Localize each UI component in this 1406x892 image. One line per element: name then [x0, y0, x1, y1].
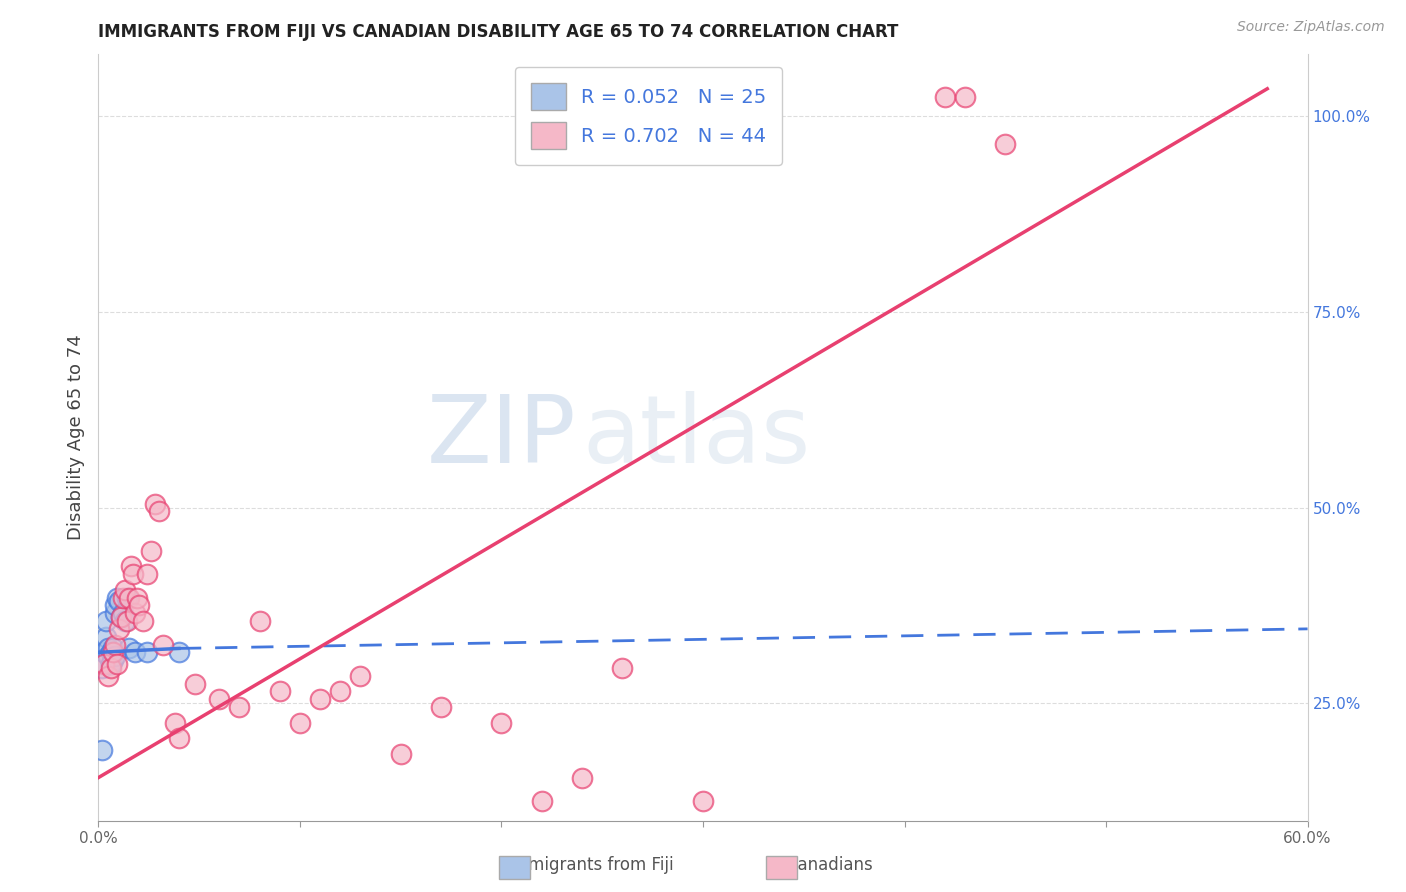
Point	[163, 715, 186, 730]
Point	[128, 599, 150, 613]
Point	[953, 89, 976, 103]
Point	[208, 692, 231, 706]
Point	[118, 591, 141, 605]
Point	[994, 136, 1017, 151]
Point	[97, 641, 120, 656]
Text: IMMIGRANTS FROM FIJI VS CANADIAN DISABILITY AGE 65 TO 74 CORRELATION CHART: IMMIGRANTS FROM FIJI VS CANADIAN DISABIL…	[98, 23, 898, 41]
Point	[124, 645, 146, 659]
Point	[612, 661, 634, 675]
Point	[120, 559, 142, 574]
Point	[100, 657, 122, 671]
Point	[125, 591, 148, 605]
Point	[105, 591, 128, 605]
Point	[135, 567, 157, 582]
Point	[97, 649, 120, 664]
Point	[143, 497, 166, 511]
Point	[152, 638, 174, 652]
Text: ZIP: ZIP	[426, 391, 576, 483]
Point	[121, 567, 143, 582]
Point	[167, 645, 190, 659]
Point	[101, 645, 124, 659]
Point	[103, 649, 125, 664]
Point	[167, 731, 190, 746]
Point	[430, 700, 453, 714]
Point	[135, 645, 157, 659]
Text: atlas: atlas	[582, 391, 810, 483]
Point	[115, 614, 138, 628]
Point	[692, 794, 714, 808]
Point	[309, 692, 332, 706]
Point	[107, 594, 129, 608]
Point	[249, 614, 271, 628]
Point	[228, 700, 250, 714]
Point	[132, 614, 155, 628]
Point	[269, 684, 291, 698]
Point	[100, 661, 122, 675]
Point	[110, 610, 132, 624]
Point	[530, 794, 553, 808]
Text: Source: ZipAtlas.com: Source: ZipAtlas.com	[1237, 20, 1385, 34]
Text: Canadians: Canadians	[786, 856, 873, 874]
Point	[93, 645, 115, 659]
Point	[96, 614, 118, 628]
Point	[934, 89, 956, 103]
Point	[101, 653, 124, 667]
Point	[184, 676, 207, 690]
Point	[110, 610, 132, 624]
Point	[103, 606, 125, 620]
Point	[103, 638, 125, 652]
Point	[124, 606, 146, 620]
Point	[139, 543, 162, 558]
Point	[91, 743, 114, 757]
Point	[491, 715, 513, 730]
Point	[107, 622, 129, 636]
Legend: R = 0.052   N = 25, R = 0.702   N = 44: R = 0.052 N = 25, R = 0.702 N = 44	[515, 67, 782, 165]
Point	[96, 630, 118, 644]
Point	[97, 669, 120, 683]
Point	[288, 715, 311, 730]
Point	[329, 684, 352, 698]
Point	[118, 641, 141, 656]
Point	[571, 771, 593, 785]
Point	[93, 657, 115, 671]
Point	[349, 669, 371, 683]
Point	[111, 591, 134, 605]
Point	[114, 582, 136, 597]
Point	[105, 657, 128, 671]
Point	[103, 599, 125, 613]
Point	[115, 591, 138, 605]
Point	[111, 606, 134, 620]
Point	[148, 504, 170, 518]
Point	[100, 657, 122, 671]
Text: Immigrants from Fiji: Immigrants from Fiji	[508, 856, 673, 874]
Point	[100, 645, 122, 659]
Point	[114, 614, 136, 628]
Point	[91, 661, 114, 675]
Point	[389, 747, 412, 761]
Point	[101, 641, 124, 656]
Y-axis label: Disability Age 65 to 74: Disability Age 65 to 74	[66, 334, 84, 540]
